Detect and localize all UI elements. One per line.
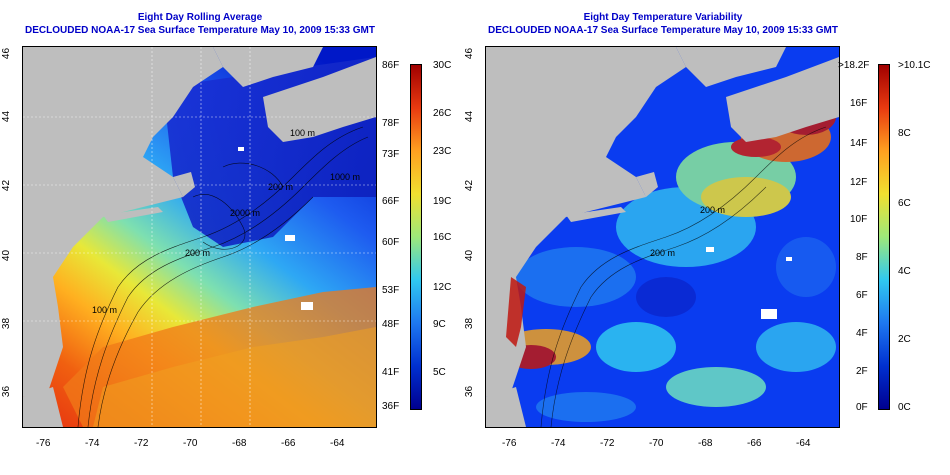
colorbar-f-label: 8F	[856, 252, 868, 263]
colorbar-f-label: 4F	[856, 328, 868, 339]
colorbar-f-label: 36F	[382, 401, 400, 412]
y-tick-label: 44	[464, 110, 476, 123]
x-tick-label: -70	[649, 438, 664, 449]
y-tick-label: 38	[464, 317, 476, 330]
contour-label: 200 m	[268, 182, 294, 192]
y-tick-label: 42	[464, 179, 476, 192]
colorbar-f-label: 10F	[850, 214, 868, 225]
x-tick-label: -64	[796, 438, 811, 449]
x-tick-label: -66	[281, 438, 296, 449]
x-tick-label: -68	[698, 438, 713, 449]
colorbar-f-label: 14F	[850, 138, 868, 149]
colorbar-f-label: 86F	[382, 60, 400, 71]
left-sst-map	[22, 46, 377, 428]
colorbar-f-label: 78F	[382, 118, 400, 129]
colorbar-f-label: 60F	[382, 237, 400, 248]
contour-label: 200 m	[185, 248, 211, 258]
colorbar-c-label: 26C	[433, 108, 452, 119]
x-tick-label: -74	[551, 438, 566, 449]
colorbar-c-label: 16C	[433, 232, 452, 243]
contour-label: 100 m	[92, 305, 118, 315]
right-title-line2: DECLOUDED NOAA-17 Sea Surface Temperatur…	[488, 25, 838, 36]
x-tick-label: -76	[36, 438, 51, 449]
x-tick-label: -74	[85, 438, 100, 449]
colorbar-c-label: >10.1C	[898, 60, 931, 71]
right-variability-map	[485, 46, 840, 428]
colorbar-f-label: 48F	[382, 319, 400, 330]
y-tick-label: 40	[1, 249, 13, 262]
colorbar-c-label: 8C	[898, 128, 911, 139]
x-tick-label: -72	[600, 438, 615, 449]
colorbar-f-label: 73F	[382, 149, 400, 160]
x-tick-label: -72	[134, 438, 149, 449]
colorbar-c-label: 0C	[898, 402, 911, 413]
y-tick-label: 42	[1, 179, 13, 192]
colorbar-c-label: 23C	[433, 146, 452, 157]
colorbar-c-label: 5C	[433, 367, 446, 378]
colorbar-c-label: 2C	[898, 334, 911, 345]
colorbar-c-label: 30C	[433, 60, 452, 71]
right-colorbar	[878, 64, 890, 410]
x-tick-label: -66	[747, 438, 762, 449]
colorbar-c-label: 12C	[433, 282, 452, 293]
colorbar-f-label: 16F	[850, 98, 868, 109]
colorbar-f-label: 41F	[382, 367, 400, 378]
y-tick-label: 36	[1, 385, 13, 398]
colorbar-c-label: 4C	[898, 266, 911, 277]
colorbar-c-label: 9C	[433, 319, 446, 330]
left-colorbar	[410, 64, 422, 410]
colorbar-f-label: 66F	[382, 196, 400, 207]
colorbar-f-label: 2F	[856, 366, 868, 377]
y-tick-label: 38	[1, 317, 13, 330]
colorbar-f-label: 12F	[850, 177, 868, 188]
x-tick-label: -64	[330, 438, 345, 449]
contour-label: 100 m	[290, 128, 316, 138]
x-tick-label: -70	[183, 438, 198, 449]
right-title-line1: Eight Day Temperature Variability	[583, 12, 743, 23]
x-tick-label: -76	[502, 438, 517, 449]
contour-label: 200 m	[700, 205, 726, 215]
colorbar-c-label: 6C	[898, 198, 911, 209]
y-tick-label: 46	[464, 47, 476, 60]
left-title-line2: DECLOUDED NOAA-17 Sea Surface Temperatur…	[25, 25, 375, 36]
y-tick-label: 44	[1, 110, 13, 123]
contour-label: 200 m	[650, 248, 676, 258]
y-tick-label: 40	[464, 249, 476, 262]
colorbar-c-label: 19C	[433, 196, 452, 207]
colorbar-f-label: 0F	[856, 402, 868, 413]
y-tick-label: 46	[1, 47, 13, 60]
colorbar-f-label: 53F	[382, 285, 400, 296]
y-tick-label: 36	[464, 385, 476, 398]
left-title-line1: Eight Day Rolling Average	[137, 12, 263, 23]
colorbar-f-label: 6F	[856, 290, 868, 301]
contour-label: 2000 m	[230, 208, 261, 218]
colorbar-f-label: >18.2F	[838, 60, 870, 71]
x-tick-label: -68	[232, 438, 247, 449]
contour-label: 1000 m	[330, 172, 361, 182]
